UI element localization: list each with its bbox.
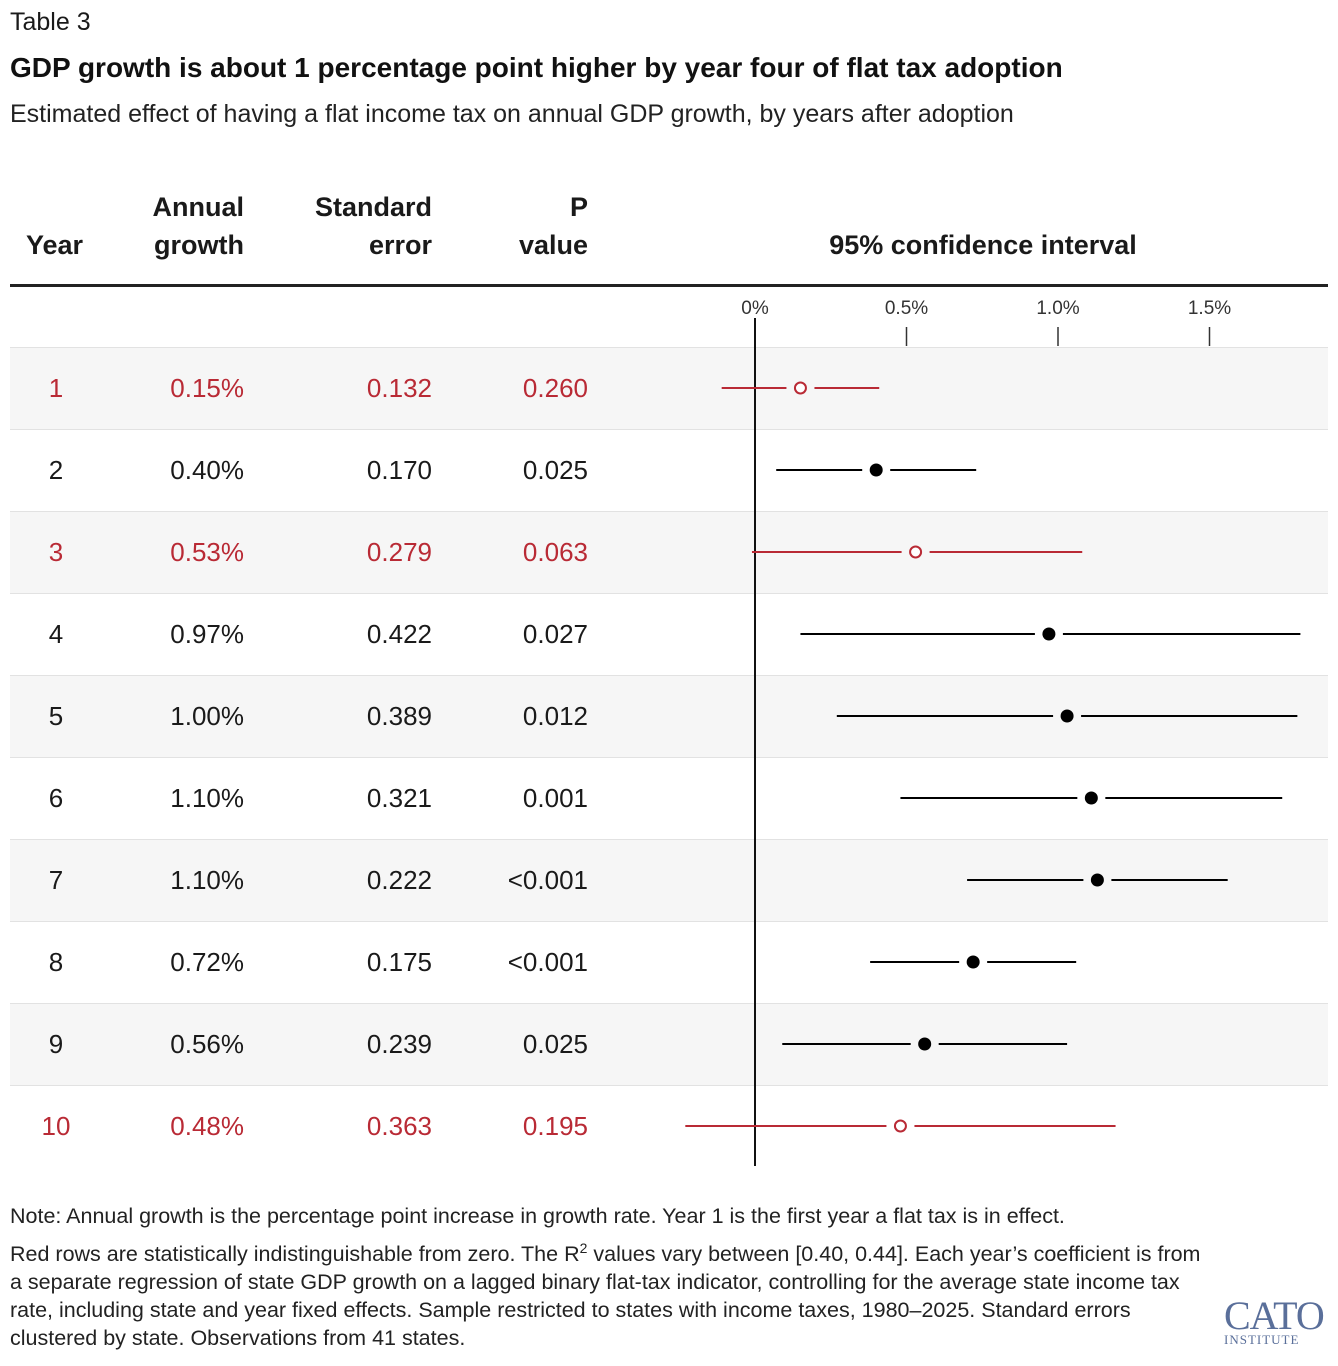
cell-annual-growth: 1.10%	[170, 865, 244, 895]
cell-standard-error: 0.389	[366, 701, 432, 731]
cell-standard-error: 0.279	[366, 537, 432, 567]
cell-standard-error: 0.321	[366, 783, 432, 813]
chart-subtitle: Estimated effect of having a flat income…	[10, 100, 1014, 128]
header-annual-growth-line2: growth	[154, 230, 244, 260]
cell-p-value: 0.012	[522, 701, 588, 731]
cell-annual-growth: 0.40%	[170, 455, 244, 485]
cell-standard-error: 0.222	[366, 865, 432, 895]
cell-annual-growth: 0.56%	[170, 1029, 244, 1059]
cell-year-text: 9	[48, 1029, 64, 1059]
cell-annual-growth: 1.00%	[170, 701, 244, 731]
point-estimate-marker	[1084, 791, 1098, 805]
header-year: Year	[26, 230, 84, 260]
cell-annual-growth: 0.97%	[170, 619, 244, 649]
chart-title: GDP growth is about 1 percentage point h…	[10, 52, 1063, 83]
point-estimate-marker	[1060, 709, 1074, 723]
cell-p-value: 0.001	[522, 783, 588, 813]
cell-year-text: 6	[48, 783, 64, 813]
cell-annual-growth: 1.10%	[170, 783, 244, 813]
header-p-value-line1: P	[569, 192, 588, 222]
cell-annual-growth: 0.72%	[170, 947, 244, 977]
footnote-line2-before: Red rows are statistically indistinguish…	[10, 1242, 580, 1267]
point-estimate-marker	[893, 1119, 907, 1133]
table-row: 10 0.48% 0.363 0.195	[10, 1085, 1328, 1167]
footnote-line1: Note: Annual growth is the percentage po…	[10, 1204, 1065, 1228]
cato-logo: CATO INSTITUTE	[1224, 1296, 1330, 1348]
header-confidence-interval: 95% confidence interval	[829, 230, 1137, 260]
point-estimate-marker	[918, 1037, 932, 1051]
table-row: 6 1.10% 0.321 0.001	[10, 757, 1328, 839]
cell-year-text: 2	[48, 455, 64, 485]
cell-year-text: 3	[48, 537, 64, 567]
table-row: 2 0.40% 0.170 0.025	[10, 429, 1328, 511]
footnote-r-squared-sup: 2	[579, 1240, 588, 1256]
table-row: 3 0.53% 0.279 0.063	[10, 511, 1328, 593]
cell-annual-growth: 0.53%	[170, 537, 244, 567]
cell-standard-error: 0.422	[366, 619, 432, 649]
point-estimate-marker	[1042, 627, 1056, 641]
cell-p-value: 0.260	[522, 373, 588, 403]
header-standard-error-line2: error	[368, 230, 432, 260]
footnote: Note: Annual growth is the percentage po…	[10, 1202, 1210, 1356]
cell-standard-error: 0.170	[366, 455, 432, 485]
cell-year-text: 1	[48, 373, 64, 403]
table-row: 4 0.97% 0.422 0.027	[10, 593, 1328, 675]
cell-year-text: 10	[41, 1111, 71, 1141]
x-axis-tick-label: 0%	[741, 298, 769, 319]
cell-p-value: 0.025	[522, 455, 588, 485]
confidence-interval-plot	[685, 318, 1301, 1166]
header-rule	[10, 284, 1328, 287]
cell-year-text: 7	[48, 865, 64, 895]
cell-standard-error: 0.363	[366, 1111, 432, 1141]
table-row: 7 1.10% 0.222 <0.001	[10, 839, 1328, 921]
cato-logo-subtext: INSTITUTE	[1224, 1332, 1300, 1347]
point-estimate-marker	[909, 545, 923, 559]
table-row: 8 0.72% 0.175 <0.001	[10, 921, 1328, 1003]
cell-standard-error: 0.132	[366, 373, 432, 403]
cell-p-value: 0.063	[522, 537, 588, 567]
cell-year-text: 4	[48, 619, 64, 649]
cato-logo-wordmark: CATO	[1224, 1293, 1325, 1338]
header-annual-growth-line1: Annual	[152, 192, 245, 222]
cell-p-value: 0.027	[522, 619, 588, 649]
x-axis-tick-label: 1.5%	[1187, 298, 1232, 319]
header-standard-error: Standard error	[280, 188, 432, 264]
cell-annual-growth: 0.15%	[170, 373, 244, 403]
table-row: 9 0.56% 0.239 0.025	[10, 1003, 1328, 1085]
header-standard-error-line1: Standard	[314, 192, 432, 222]
footnote-line2-after: values vary between [0.40, 0.44]. Each y…	[10, 1242, 1201, 1351]
x-axis-tick-label: 0.5%	[884, 298, 929, 319]
header-annual-growth: Annual growth	[120, 188, 245, 264]
point-estimate-marker	[793, 381, 807, 395]
table-row: 1 0.15% 0.132 0.260	[10, 347, 1328, 429]
x-axis-tick-label: 1.0%	[1036, 298, 1080, 319]
cell-standard-error: 0.175	[366, 947, 432, 977]
header-p-value-line2: value	[518, 230, 588, 260]
point-estimate-marker	[1090, 873, 1104, 887]
cell-year-text: 8	[48, 947, 64, 977]
table-label: Table 3	[10, 8, 91, 36]
cell-year-text: 5	[48, 701, 64, 731]
cell-annual-growth: 0.48%	[170, 1111, 244, 1141]
point-estimate-marker	[869, 463, 883, 477]
cell-p-value: <0.001	[507, 865, 588, 895]
point-estimate-marker	[966, 955, 980, 969]
cell-p-value: 0.025	[522, 1029, 588, 1059]
cell-standard-error: 0.239	[366, 1029, 432, 1059]
header-p-value: P value	[480, 188, 588, 264]
cell-p-value: 0.195	[522, 1111, 588, 1141]
footnote-line2: Red rows are statistically indistinguish…	[10, 1234, 1210, 1352]
cell-p-value: <0.001	[507, 947, 588, 977]
